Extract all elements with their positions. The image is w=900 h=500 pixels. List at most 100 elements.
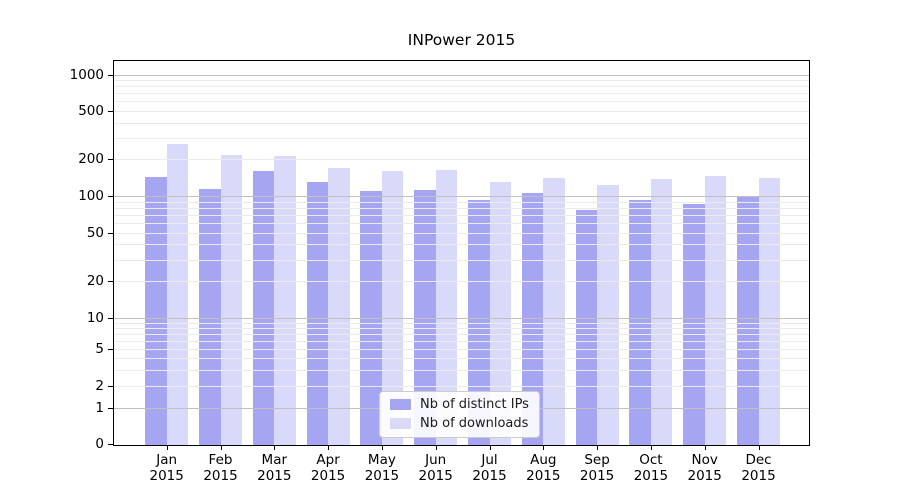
gridline-minor: [114, 138, 809, 140]
x-tick-label: Jan 2015: [149, 452, 184, 484]
x-tick-mark: [274, 446, 276, 450]
y-tick-mark: [108, 111, 113, 113]
legend-row-downloads: Nb of downloads: [390, 416, 529, 431]
y-tick-label: 200: [78, 151, 104, 168]
x-tick-label: Sep 2015: [579, 452, 615, 484]
plot-area: [113, 60, 810, 446]
y-tick-mark: [108, 159, 113, 161]
gridline-minor: [114, 93, 809, 95]
gridline-minor: [114, 232, 809, 234]
y-tick-label: 1: [95, 400, 104, 416]
y-tick-label: 2: [95, 378, 104, 394]
y-tick-label: 20: [86, 272, 104, 289]
gridline-minor: [114, 333, 809, 335]
bar-downloads-mar: [274, 156, 296, 445]
bar-distinct-ips-jan: [145, 177, 167, 445]
gridline-minor: [114, 358, 809, 359]
gridline-minor: [114, 259, 809, 261]
x-tick-mark: [704, 446, 706, 450]
bar-downloads-jan: [166, 143, 189, 445]
bar-distinct-ips-apr: [306, 182, 329, 445]
gridline-minor: [114, 80, 809, 82]
bar-downloads-jun: [435, 169, 458, 445]
legend-label-downloads: Nb of downloads: [420, 416, 529, 431]
y-tick-mark: [108, 74, 113, 76]
bar-downloads-may: [381, 171, 404, 445]
bar-downloads-apr: [328, 168, 350, 445]
gridline-major: [114, 196, 809, 197]
x-tick-label: Jun 2015: [418, 452, 453, 484]
x-tick-mark: [166, 446, 168, 450]
gridline-minor: [114, 340, 809, 342]
y-tick-mark: [108, 196, 113, 197]
bar-distinct-ips-mar: [252, 171, 275, 445]
gridline-minor: [114, 244, 809, 246]
y-tick-mark: [108, 408, 113, 409]
legend-swatch-downloads: [390, 418, 411, 429]
legend-row-distinct-ips: Nb of distinct IPs: [390, 397, 529, 412]
y-tick-label: 100: [78, 188, 104, 204]
bar-distinct-ips-jul: [468, 199, 490, 445]
y-tick-mark: [108, 349, 113, 350]
bar-distinct-ips-dec: [737, 196, 759, 445]
y-tick-mark: [108, 444, 113, 445]
gridline-minor: [114, 86, 809, 88]
x-tick-mark: [220, 446, 222, 450]
bar-downloads-dec: [758, 177, 780, 445]
x-tick-label: Mar 2015: [257, 452, 292, 484]
bar-distinct-ips-nov: [683, 203, 705, 445]
y-tick-label: 1000: [69, 66, 104, 83]
gridline-minor: [114, 111, 809, 113]
x-tick-mark: [758, 446, 760, 450]
x-tick-mark: [328, 446, 330, 450]
y-tick-label: 500: [78, 103, 104, 120]
y-tick-mark: [108, 317, 113, 319]
x-tick-label: Aug 2015: [526, 452, 561, 484]
x-tick-label: Oct 2015: [633, 452, 669, 484]
x-tick-label: Feb 2015: [203, 452, 238, 484]
gridline-minor: [114, 386, 809, 387]
bar-distinct-ips-oct: [629, 199, 651, 445]
gridline-minor: [114, 349, 809, 350]
gridline-minor: [114, 369, 809, 371]
y-tick-label: 50: [86, 224, 104, 241]
gridline-minor: [114, 201, 809, 203]
gridline-minor: [114, 322, 809, 324]
gridline-minor: [114, 122, 809, 124]
x-tick-label: Apr 2015: [310, 452, 346, 484]
gridline-minor: [114, 327, 809, 329]
gridline-minor: [114, 222, 809, 224]
x-tick-mark: [435, 446, 437, 450]
chart-title: INPower 2015: [407, 31, 516, 49]
x-tick-label: Nov 2015: [687, 452, 722, 484]
gridline-minor: [114, 207, 809, 209]
legend: Nb of distinct IPs Nb of downloads: [379, 391, 540, 438]
x-tick-mark: [597, 446, 599, 450]
bar-distinct-ips-aug: [521, 192, 544, 445]
gridline-major: [114, 317, 809, 319]
bar-downloads-oct: [650, 179, 673, 445]
x-tick-label: Dec 2015: [741, 452, 776, 484]
x-tick-label: Jul 2015: [472, 452, 507, 484]
gridline-minor: [114, 101, 809, 103]
legend-label-distinct-ips: Nb of distinct IPs: [420, 397, 529, 412]
y-tick-label: 0: [95, 436, 104, 452]
gridline-major: [114, 74, 809, 76]
y-tick-label: 5: [95, 341, 104, 357]
y-tick-mark: [108, 386, 113, 387]
bar-downloads-jul: [489, 182, 511, 445]
bar-distinct-ips-feb: [199, 189, 221, 445]
x-tick-mark: [650, 446, 652, 450]
x-tick-mark: [489, 446, 491, 450]
bar-downloads-sep: [597, 185, 619, 445]
legend-swatch-distinct-ips: [390, 399, 411, 410]
y-tick-label: 10: [86, 309, 104, 326]
x-tick-label: May 2015: [364, 452, 400, 484]
gridline-minor: [114, 214, 809, 216]
x-tick-mark: [543, 446, 545, 450]
bar-downloads-nov: [704, 176, 727, 445]
bar-downloads-feb: [220, 154, 242, 445]
bar-downloads-aug: [543, 177, 565, 445]
y-tick-mark: [108, 280, 113, 282]
